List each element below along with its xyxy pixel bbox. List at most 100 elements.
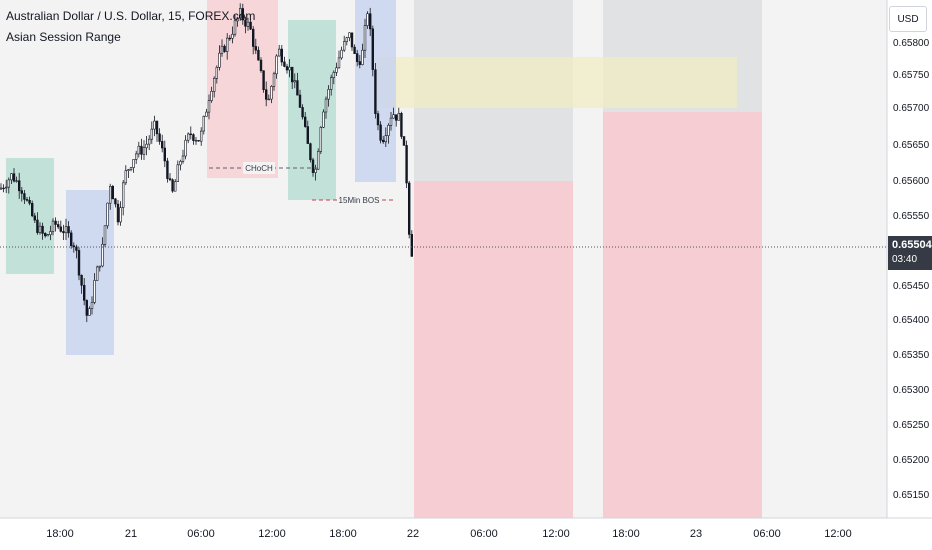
candle-body xyxy=(85,300,89,316)
candle-body xyxy=(70,232,73,246)
candle-body xyxy=(187,133,190,141)
candle-body xyxy=(244,19,247,27)
candle-body xyxy=(257,49,260,61)
candle-body xyxy=(392,114,395,119)
candle-body xyxy=(202,116,205,132)
candle-body xyxy=(179,161,182,166)
time-label: 22 xyxy=(407,528,419,540)
bearish-zone-1 xyxy=(414,181,573,518)
price-label: 0.65750 xyxy=(893,70,930,81)
candle-body xyxy=(342,41,346,51)
candle-body xyxy=(207,100,211,113)
candle-body xyxy=(400,113,403,137)
candle-body xyxy=(116,203,120,223)
candle-body xyxy=(28,200,31,204)
time-label: 18:00 xyxy=(612,528,640,540)
candle-body xyxy=(148,138,151,145)
candle-body xyxy=(75,246,78,251)
candle-body xyxy=(319,127,322,152)
candle-body xyxy=(387,125,390,137)
candle-body xyxy=(20,190,23,194)
candle-body xyxy=(90,302,94,309)
candle-body xyxy=(358,61,361,65)
candle-body xyxy=(72,245,76,248)
candle-body xyxy=(38,225,42,233)
price-label: 0.65250 xyxy=(893,420,930,431)
candle-body xyxy=(109,186,112,204)
candle-body xyxy=(174,181,177,192)
candle-body xyxy=(296,80,299,96)
candle-body xyxy=(83,284,86,301)
candle-body xyxy=(236,17,239,22)
candle-body xyxy=(106,202,109,227)
candle-body xyxy=(239,8,242,19)
candle-body xyxy=(241,8,244,21)
candle-body xyxy=(161,141,164,149)
candle-body xyxy=(228,37,231,40)
candle-body xyxy=(140,145,143,155)
candle-body xyxy=(135,153,138,160)
candle-body xyxy=(163,147,166,162)
candle-body xyxy=(49,231,52,236)
candle-body xyxy=(64,226,68,234)
chart-title[interactable]: Australian Dollar / U.S. Dollar, 15, FOR… xyxy=(6,9,256,23)
candle-body xyxy=(329,77,333,90)
candle-body xyxy=(43,233,47,237)
candle-body xyxy=(96,266,99,281)
candle-body xyxy=(327,89,330,100)
candle-body xyxy=(41,225,44,234)
time-axis-labels: 18:00 21 06:00 12:00 18:00 22 06:00 12:0… xyxy=(46,528,852,540)
candle-body xyxy=(335,67,338,73)
candle-body xyxy=(30,203,34,217)
candle-body xyxy=(15,180,18,182)
candle-body xyxy=(246,21,250,27)
candle-body xyxy=(293,80,296,83)
candle-body xyxy=(77,250,81,276)
candle-body xyxy=(381,139,385,143)
time-label: 06:00 xyxy=(753,528,781,540)
candle-body xyxy=(371,28,374,70)
candle-body xyxy=(384,135,387,143)
candle-body xyxy=(376,113,380,126)
candle-body xyxy=(366,13,369,26)
time-label: 18:00 xyxy=(329,528,357,540)
price-label: 0.65550 xyxy=(893,211,930,222)
candle-body xyxy=(267,98,270,101)
candle-body xyxy=(10,173,13,181)
time-label: 21 xyxy=(125,528,137,540)
indicator-name[interactable]: Asian Session Range xyxy=(6,30,121,44)
candle-body xyxy=(145,143,148,149)
candle-body xyxy=(394,114,398,121)
candle-body xyxy=(298,94,302,108)
time-axis[interactable] xyxy=(0,518,932,550)
candle-body xyxy=(290,66,294,83)
ny-session-box-1 xyxy=(66,190,114,355)
candle-body xyxy=(254,46,257,51)
candle-body xyxy=(397,113,400,121)
candle-body xyxy=(410,234,413,257)
candle-body xyxy=(288,66,291,71)
candle-body xyxy=(205,111,208,117)
current-price-value: 0.65504 xyxy=(892,239,932,251)
candle-body xyxy=(309,143,312,161)
candle-body xyxy=(402,136,406,146)
candle-body xyxy=(36,219,39,233)
candle-body xyxy=(285,66,289,71)
candle-body xyxy=(337,57,341,69)
candle-body xyxy=(192,134,195,141)
candle-body xyxy=(54,220,57,225)
candle-body xyxy=(46,234,50,237)
candle-body xyxy=(215,67,218,79)
candle-body xyxy=(316,151,320,170)
candle-body xyxy=(150,128,153,140)
range-box xyxy=(375,57,737,108)
candle-body xyxy=(314,168,317,173)
currency-button[interactable]: USD xyxy=(889,6,927,32)
candle-body xyxy=(213,78,216,92)
candle-body xyxy=(88,308,91,316)
candle-body xyxy=(114,198,117,205)
candle-body xyxy=(249,21,252,30)
candle-body xyxy=(353,46,356,54)
